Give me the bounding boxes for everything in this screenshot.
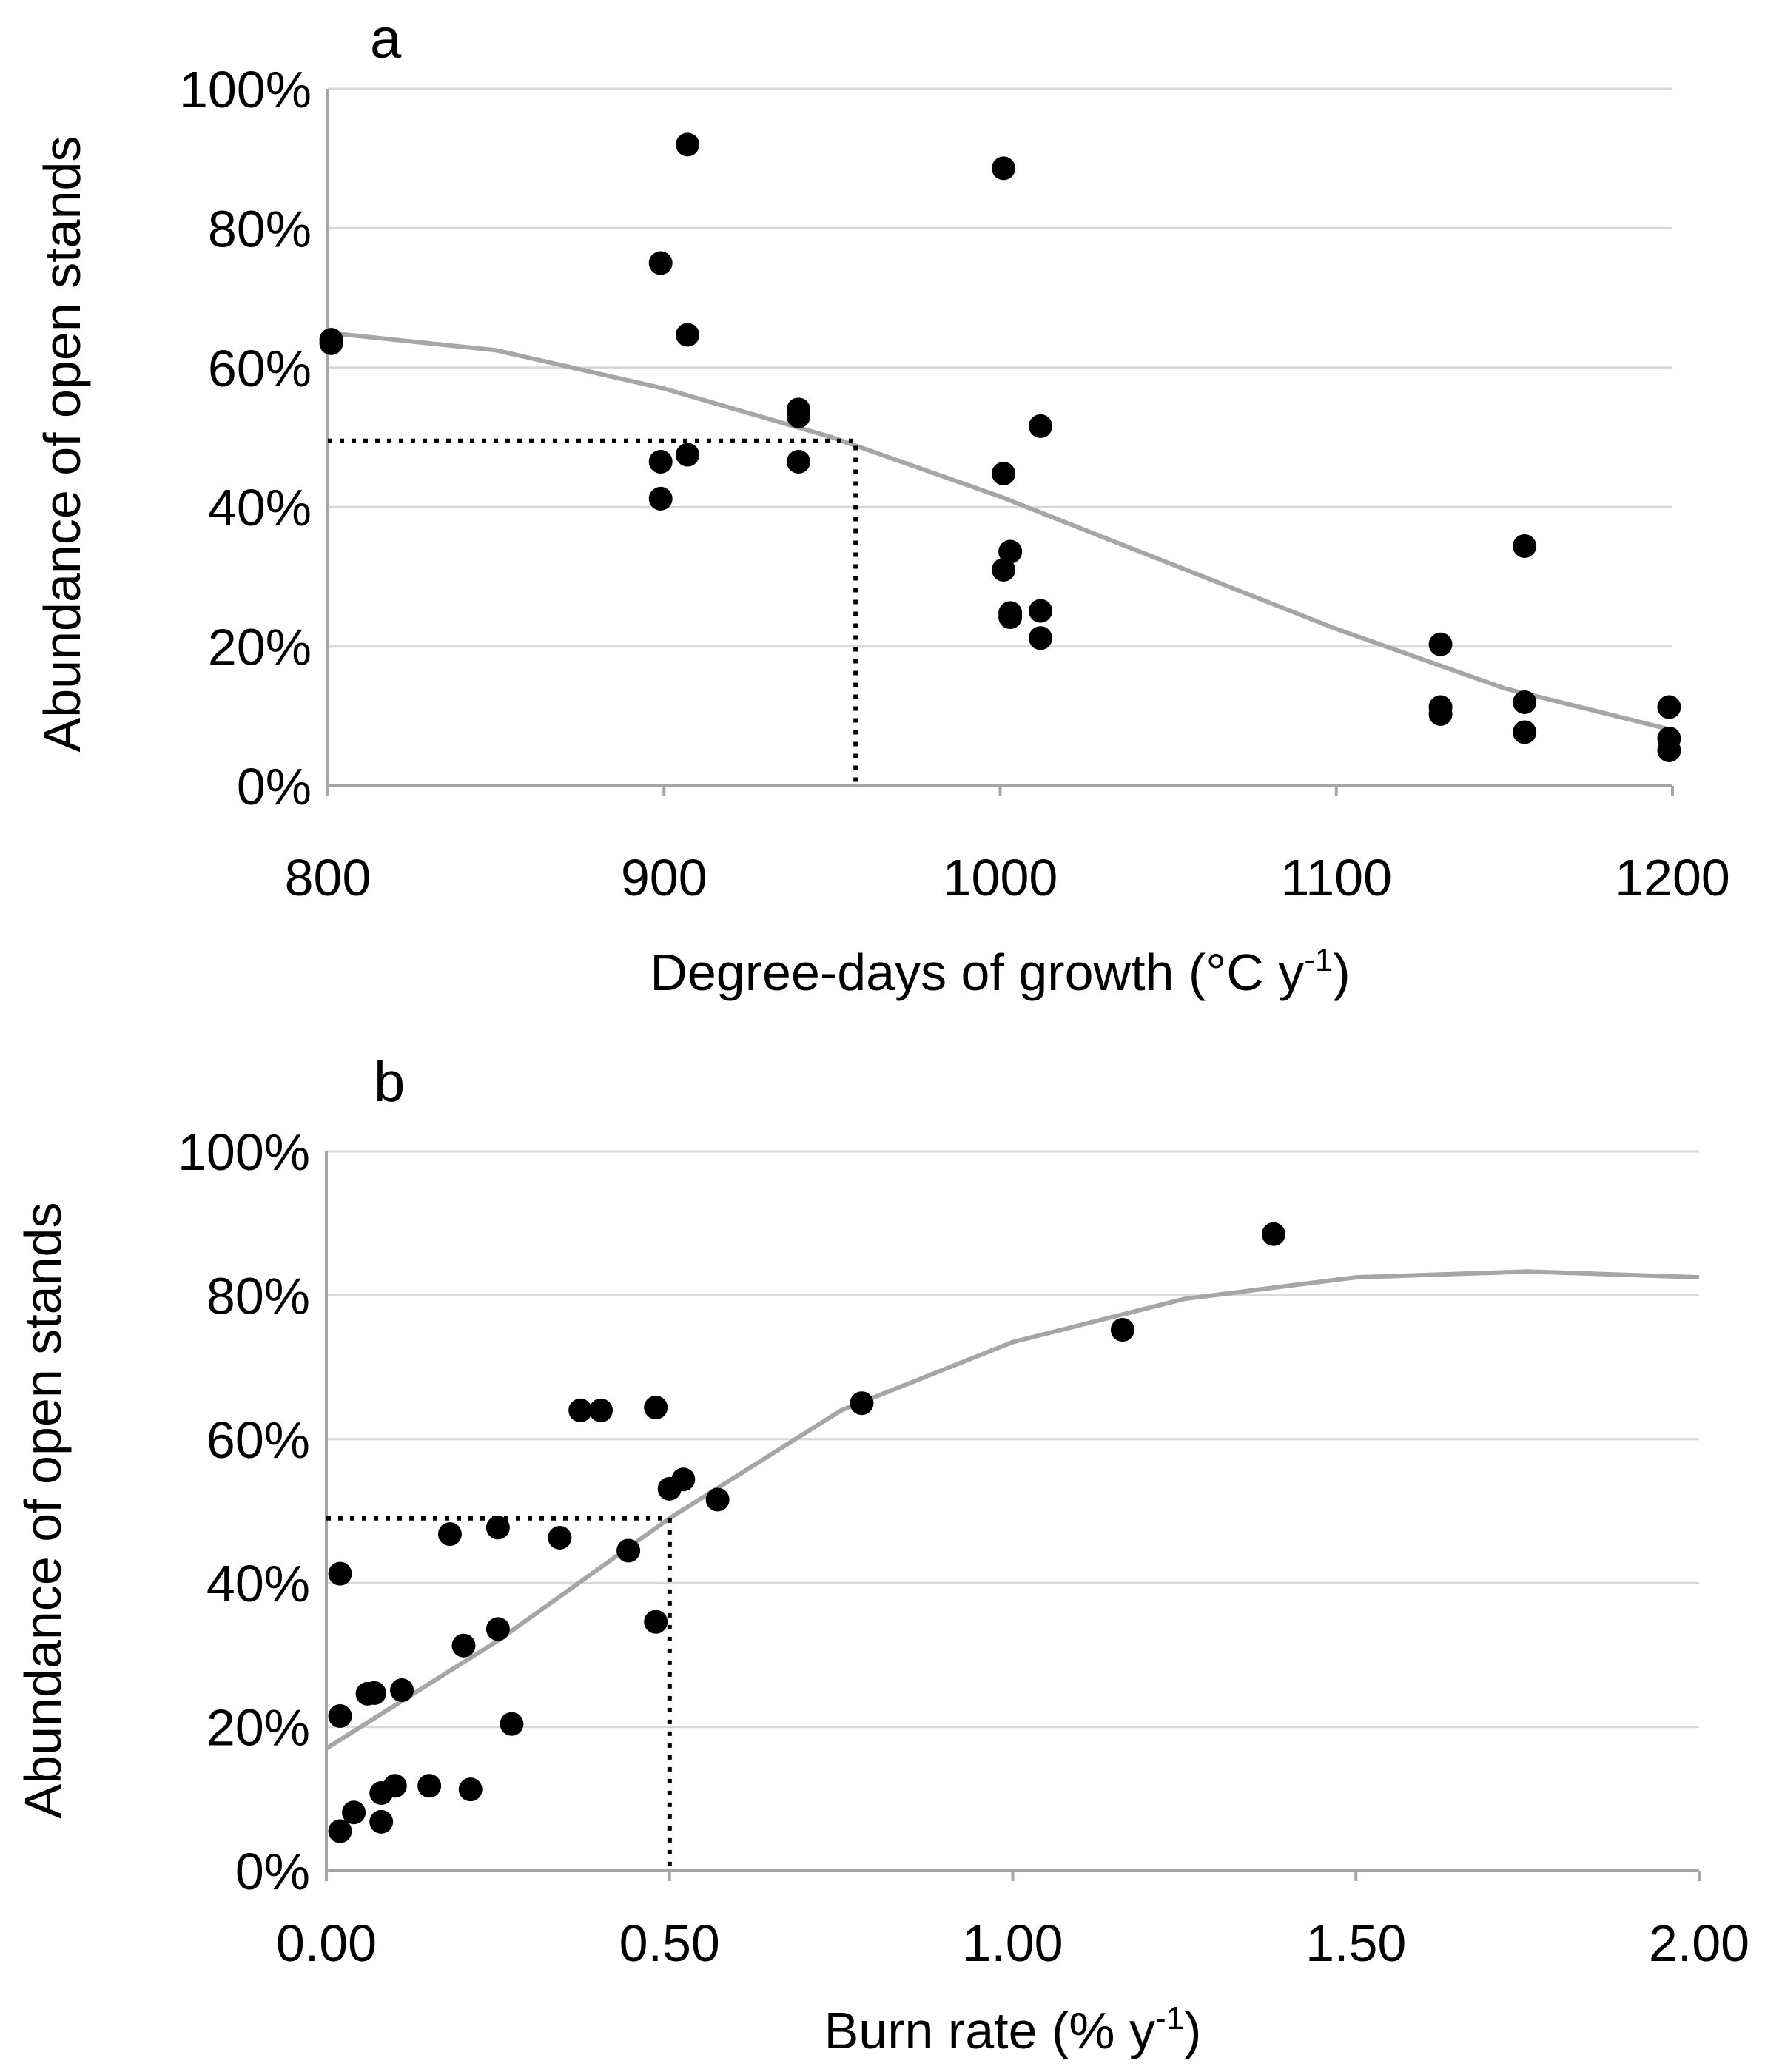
data-point	[328, 1561, 352, 1586]
panel-b-chart: 0% 20% 40% 60% 80% 100% 0.00 0.50 1.00 1.50 2.00 b A…	[14, 1051, 1749, 2059]
y-tick-label: 100%	[179, 61, 312, 118]
threshold-dotted-line	[328, 438, 858, 786]
data-point	[998, 539, 1023, 564]
data-point	[1513, 534, 1537, 558]
x-tick-label: 0.00	[276, 1914, 377, 1972]
panel-a-chart: 0% 20% 40% 60% 80% 100% 800 900 1000 1100 1200 a Abu…	[33, 7, 1730, 1001]
data-point	[500, 1712, 524, 1736]
y-tick-label: 0%	[237, 758, 312, 815]
data-point	[485, 1617, 510, 1641]
data-point	[1513, 720, 1537, 744]
data-point	[998, 605, 1023, 630]
data-point	[1428, 702, 1453, 726]
data-point	[319, 328, 343, 352]
data-point	[328, 1704, 352, 1729]
data-point	[1110, 1318, 1134, 1342]
y-tick-label: 40%	[206, 1555, 310, 1612]
x-tick-label: 1200	[1615, 849, 1730, 906]
x-tick-label: 800	[285, 849, 371, 906]
data-point	[1657, 695, 1681, 719]
y-tick-label: 80%	[208, 200, 312, 258]
x-tick-label: 0.50	[619, 1914, 720, 1972]
data-point	[1029, 414, 1053, 438]
x-tick-label: 1000	[943, 849, 1058, 906]
y-tick-label: 100%	[178, 1123, 310, 1181]
data-point	[1029, 599, 1053, 623]
y-axis-title: Abundance of open stands	[33, 136, 91, 753]
x-tick-label: 1.00	[962, 1914, 1063, 1972]
data-point	[992, 156, 1016, 181]
panel-label: b	[374, 1051, 405, 1114]
x-axis-title: Burn rate (% y-1)	[824, 2000, 1202, 2059]
data-point	[676, 132, 700, 157]
data-point	[362, 1681, 386, 1705]
data-point	[644, 1610, 668, 1634]
x-axis-title: Degree-days of growth (°C y-1)	[650, 942, 1350, 1001]
data-point	[644, 1396, 668, 1420]
y-tick-label: 40%	[208, 479, 312, 536]
data-point	[676, 443, 700, 467]
data-point	[648, 449, 673, 474]
y-tick-label: 20%	[208, 619, 312, 676]
data-point	[850, 1391, 874, 1416]
data-point	[369, 1809, 394, 1834]
x-tick-label: 1.50	[1305, 1914, 1406, 1972]
data-point	[485, 1516, 510, 1540]
y-tick-label: 20%	[206, 1699, 310, 1757]
data-point	[383, 1774, 407, 1798]
data-point	[437, 1522, 462, 1547]
data-point	[671, 1467, 696, 1492]
data-point	[328, 1819, 352, 1843]
data-point	[1428, 632, 1453, 656]
data-point	[417, 1774, 442, 1798]
data-point	[705, 1487, 730, 1512]
fitted-curve	[325, 1269, 1700, 1751]
data-point	[568, 1398, 593, 1422]
data-point	[1261, 1222, 1285, 1246]
y-tick-label: 0%	[235, 1843, 310, 1900]
x-tick-label: 2.00	[1649, 1914, 1749, 1972]
data-point	[786, 404, 810, 428]
data-point	[342, 1800, 366, 1825]
data-point	[786, 449, 810, 474]
data-point	[1657, 738, 1681, 762]
data-point	[648, 251, 673, 275]
data-point	[589, 1398, 613, 1422]
panel-label: a	[370, 7, 402, 70]
data-point	[992, 557, 1016, 582]
fitted-curve	[327, 330, 1673, 733]
data-point	[548, 1525, 572, 1550]
data-point	[648, 486, 673, 511]
data-point	[458, 1777, 483, 1802]
x-tick-label: 1100	[1280, 849, 1392, 906]
x-tick-label: 900	[621, 849, 707, 906]
y-tick-label: 60%	[208, 340, 312, 397]
data-point	[1029, 626, 1053, 650]
data-point	[1513, 690, 1537, 714]
data-point	[451, 1633, 476, 1658]
y-tick-label: 80%	[206, 1267, 310, 1325]
data-point	[676, 323, 700, 347]
data-point	[616, 1538, 641, 1563]
y-tick-label: 60%	[206, 1411, 310, 1469]
y-axis-title: Abundance of open stands	[14, 1202, 72, 1819]
data-point	[992, 461, 1016, 485]
data-point	[390, 1678, 414, 1703]
